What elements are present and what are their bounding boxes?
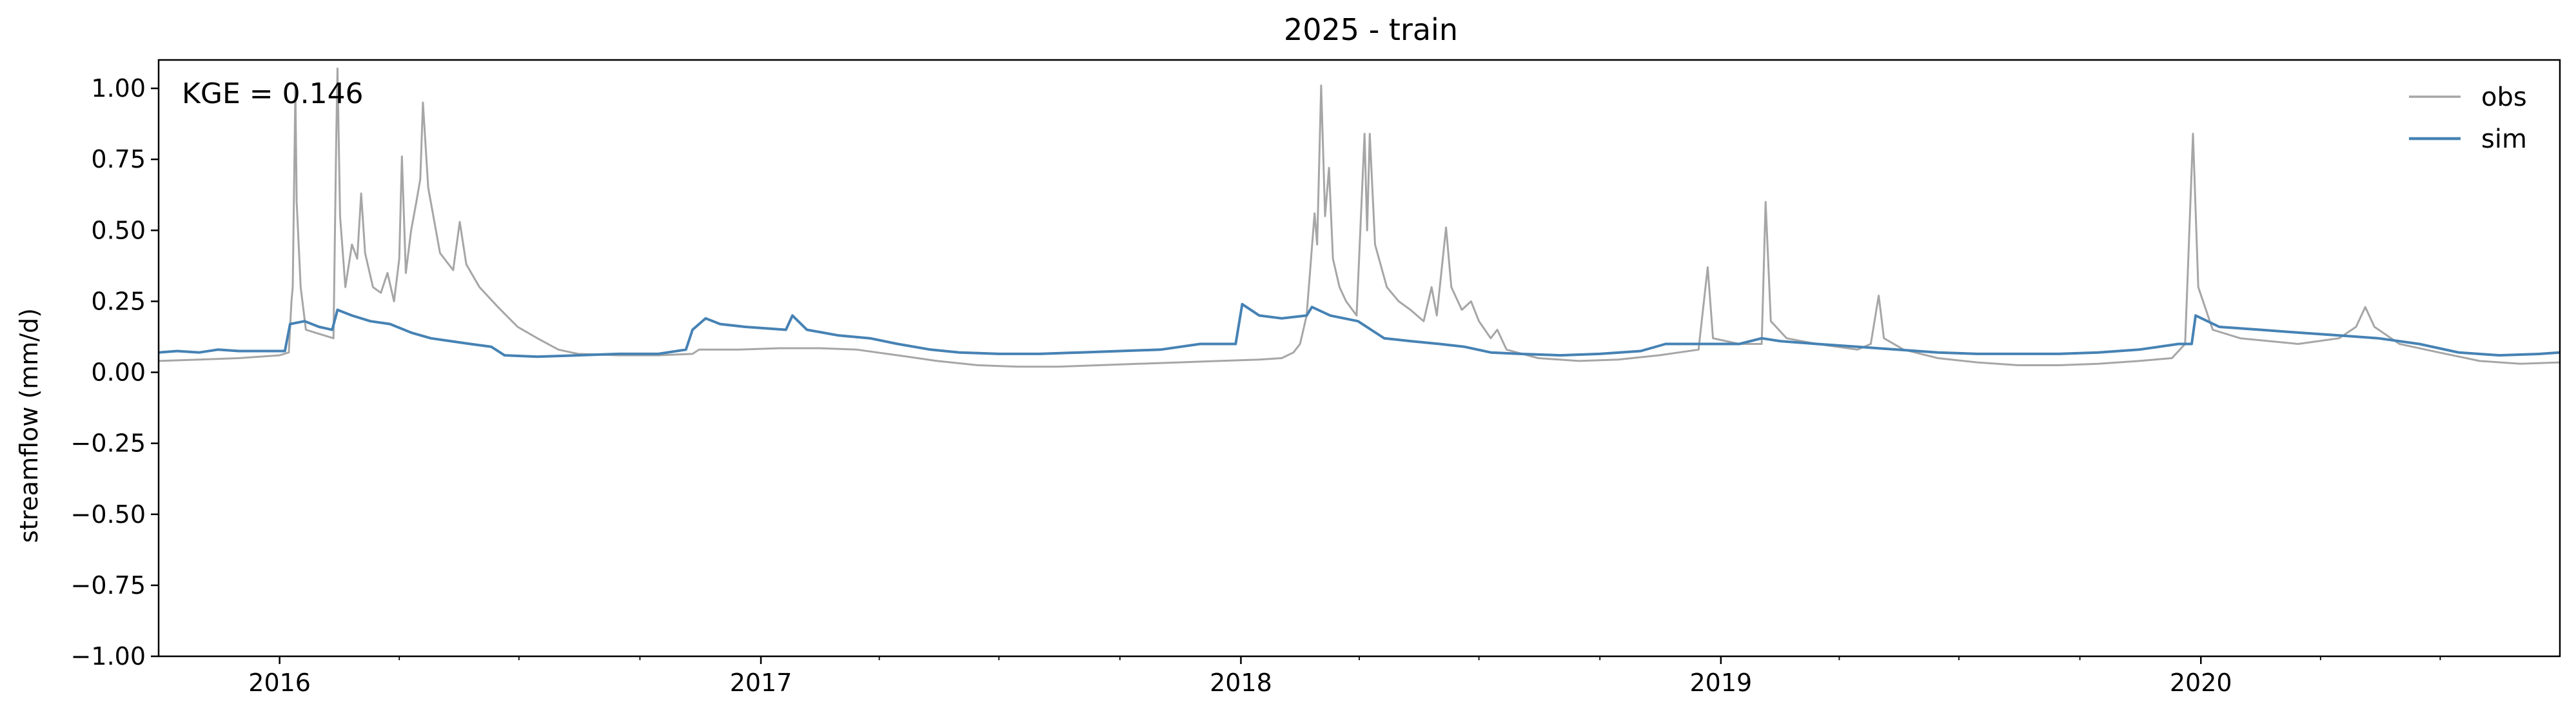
y-tick-label: 0.00 xyxy=(91,358,146,387)
chart-title: 2025 - train xyxy=(1284,12,1458,47)
y-tick-label: 0.25 xyxy=(91,287,146,315)
plot-frame xyxy=(157,59,2561,658)
series-layer xyxy=(158,67,2561,368)
axis-ticks: 1.00 0.75 0.50 0.25 0.00 −0.25 −0.50 −0.75 −1.00… xyxy=(71,74,2441,697)
kge-annotation: KGE = 0.146 xyxy=(182,77,364,110)
y-tick-label: 0.50 xyxy=(91,216,146,244)
y-tick-label: −1.00 xyxy=(71,642,146,670)
series-line-sim xyxy=(158,302,2561,358)
y-tick-label: 1.00 xyxy=(91,74,146,103)
x-tick-label: 2017 xyxy=(730,669,792,697)
y-tick-label: −0.25 xyxy=(71,429,146,458)
legend-label-obs: obs xyxy=(2481,83,2527,112)
y-tick-label: −0.50 xyxy=(71,500,146,529)
x-tick-label: 2018 xyxy=(1210,669,1272,697)
y-tick-label: 0.75 xyxy=(91,145,146,173)
x-tick-label: 2016 xyxy=(248,669,311,697)
x-tick-label: 2019 xyxy=(1689,669,1752,697)
y-tick-label: −0.75 xyxy=(71,571,146,600)
x-tick-label: 2020 xyxy=(2170,669,2232,697)
y-axis-label: streamflow (mm/d) xyxy=(15,308,43,543)
legend: obs sim xyxy=(2409,83,2527,154)
legend-label-sim: sim xyxy=(2481,124,2527,154)
